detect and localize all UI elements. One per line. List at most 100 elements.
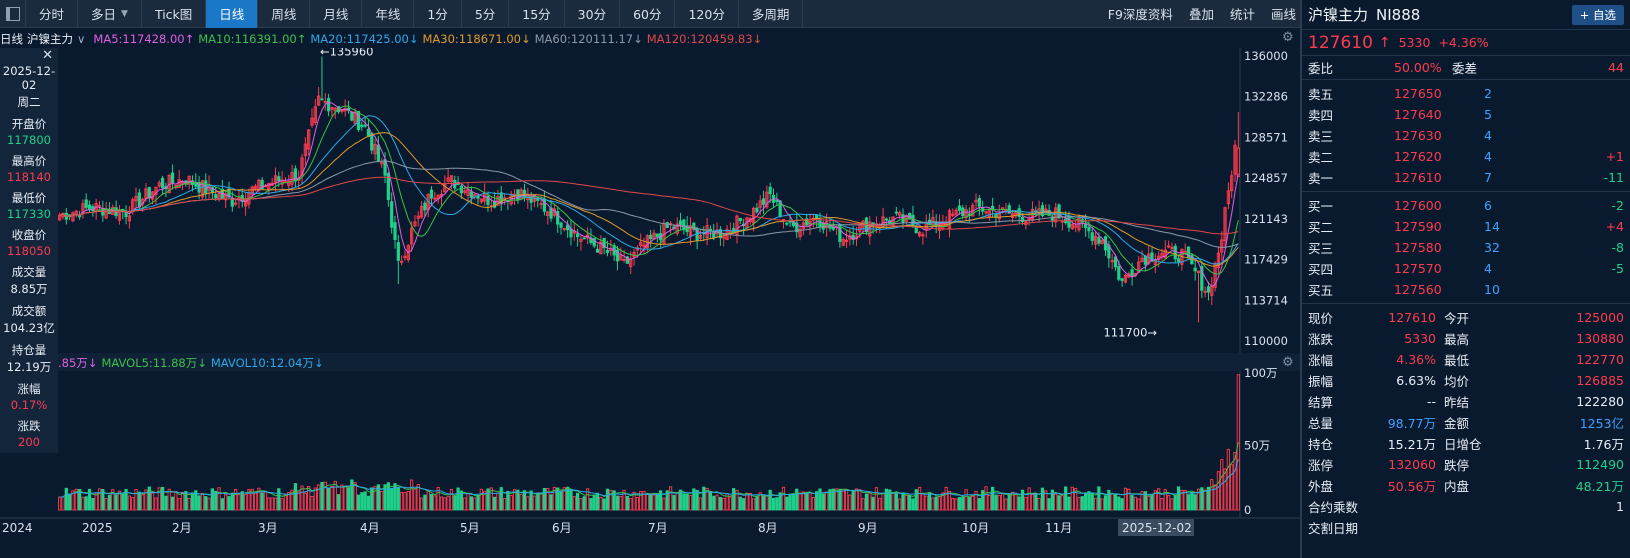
tab-10[interactable]: 30分 <box>565 0 621 28</box>
main-chart-settings-icon[interactable]: ⚙ <box>1282 30 1294 45</box>
candle-body <box>1074 225 1078 228</box>
volume-bar <box>1233 452 1237 511</box>
orderbook-row[interactable]: 卖一 127610 7 -11 <box>1302 167 1630 188</box>
candle-body <box>1220 239 1224 253</box>
sidebar-toggle-icon[interactable] <box>0 0 26 28</box>
tool-3[interactable]: 画线 <box>1270 7 1296 22</box>
candle-body <box>409 227 414 245</box>
volume-bar <box>805 492 809 511</box>
tab-7[interactable]: 1分 <box>414 0 462 28</box>
info-weekday: 周二 <box>17 95 41 109</box>
time-axis-label: 4月 <box>360 521 380 535</box>
candle-body <box>1167 245 1171 248</box>
candle-body <box>1176 258 1181 263</box>
volume-bar <box>1010 491 1015 511</box>
price-axis-label: 136000 <box>1244 49 1288 63</box>
volume-bar <box>77 489 82 511</box>
volume-bar <box>801 491 806 511</box>
volume-ma-line <box>59 459 1239 498</box>
tab-4[interactable]: 周线 <box>258 0 311 28</box>
volume-bar <box>177 498 181 511</box>
volume-bar <box>738 496 742 511</box>
add-watchlist-button[interactable]: + 自选 <box>1571 4 1624 25</box>
tab-5[interactable]: 月线 <box>310 0 363 28</box>
orderbook-row[interactable]: 买四 127570 4 -5 <box>1302 258 1630 279</box>
volume-bar <box>562 487 566 511</box>
volume-bar <box>668 486 673 511</box>
orderbook-row[interactable]: 卖五 127650 2 <box>1302 83 1630 104</box>
candle-body <box>1120 278 1124 281</box>
legend-symbol[interactable]: 沪镍主力 <box>27 32 73 46</box>
candle-body <box>476 195 480 199</box>
tab-1[interactable]: 多日 ▼ <box>78 0 142 28</box>
candle-body <box>71 212 75 222</box>
volume-bar <box>695 489 699 511</box>
volume-bar <box>924 495 928 511</box>
volume-bar <box>400 491 404 511</box>
ma-line-MA30 <box>59 132 1239 267</box>
stat-cell: 均价 <box>1444 374 1470 389</box>
close-icon[interactable]: ✕ <box>42 48 53 63</box>
tab-12[interactable]: 120分 <box>675 0 739 28</box>
volume-bar <box>237 494 241 511</box>
orderbook-row[interactable]: 卖二 127620 4 +1 <box>1302 146 1630 167</box>
tool-0[interactable]: F9深度资料 <box>1107 7 1173 22</box>
orderbook-row[interactable]: 卖四 127640 5 <box>1302 104 1630 125</box>
candle-body <box>675 223 679 234</box>
volume-bar <box>1054 493 1058 511</box>
candle-body <box>1226 190 1230 205</box>
ma-legend-item: MA5:117428.00↑ <box>93 32 195 46</box>
tab-9[interactable]: 15分 <box>509 0 565 28</box>
volume-chart-settings-icon[interactable]: ⚙ <box>1282 355 1294 370</box>
candle-body <box>496 196 500 206</box>
orderbook-row[interactable]: 买五 127560 10 <box>1302 279 1630 300</box>
candle-body <box>1057 204 1061 219</box>
volume-axis-label: 0 <box>1244 503 1251 517</box>
volume-bar <box>1216 471 1221 511</box>
candle-body <box>330 107 334 110</box>
volume-bar <box>469 496 473 511</box>
orderbook-row[interactable]: 卖三 127630 4 <box>1302 125 1630 146</box>
volume-bar <box>1070 486 1074 511</box>
volume-bar <box>227 496 231 511</box>
volume-bar <box>888 489 892 511</box>
tab-0[interactable]: 分时 <box>26 0 79 28</box>
time-axis-label: 2月 <box>172 521 192 535</box>
volume-bar <box>964 489 968 511</box>
volume-bar <box>214 490 218 511</box>
volume-bar <box>446 496 450 511</box>
volume-bar <box>838 488 842 511</box>
candle-body <box>492 200 497 208</box>
stat-cell: 1253亿 <box>1579 416 1624 431</box>
stat-cell: 振幅 <box>1308 374 1334 389</box>
tool-2[interactable]: 统计 <box>1229 7 1255 22</box>
volume-bar <box>1130 495 1134 511</box>
candle-body <box>1216 252 1221 269</box>
candle-body <box>768 186 772 195</box>
volume-bar <box>635 497 639 511</box>
legend-period[interactable]: 日线 <box>0 32 23 46</box>
volume-bar <box>619 496 623 511</box>
symbol-dropdown-icon[interactable]: ∨ <box>77 32 86 46</box>
tab-13[interactable]: 多周期 <box>739 0 804 28</box>
orderbook-row[interactable]: 买三 127580 32 -8 <box>1302 237 1630 258</box>
tab-11[interactable]: 60分 <box>620 0 676 28</box>
candle-body <box>579 238 583 242</box>
candle-body <box>396 242 400 261</box>
volume-bar <box>997 495 1001 511</box>
tab-2[interactable]: Tick图 <box>142 0 207 28</box>
tab-6[interactable]: 年线 <box>362 0 415 28</box>
volume-bar <box>290 489 294 511</box>
orderbook-row[interactable]: 买二 127590 14 +4 <box>1302 216 1630 237</box>
stat-cell: 127610 <box>1388 310 1436 325</box>
volume-bar <box>1093 497 1098 511</box>
kline-chart[interactable]: 136000 132286 128571 124857 121143 117429 1137… <box>0 48 1300 558</box>
tab-8[interactable]: 5分 <box>462 0 510 28</box>
tool-1[interactable]: 叠加 <box>1188 7 1214 22</box>
candle-body <box>951 213 955 217</box>
volume-bar <box>1133 496 1138 511</box>
level-price: 127590 <box>1394 219 1442 234</box>
orderbook-row[interactable]: 买一 127600 6 -2 <box>1302 195 1630 216</box>
tab-3[interactable]: 日线 <box>206 0 259 28</box>
level-price: 127610 <box>1394 170 1442 185</box>
